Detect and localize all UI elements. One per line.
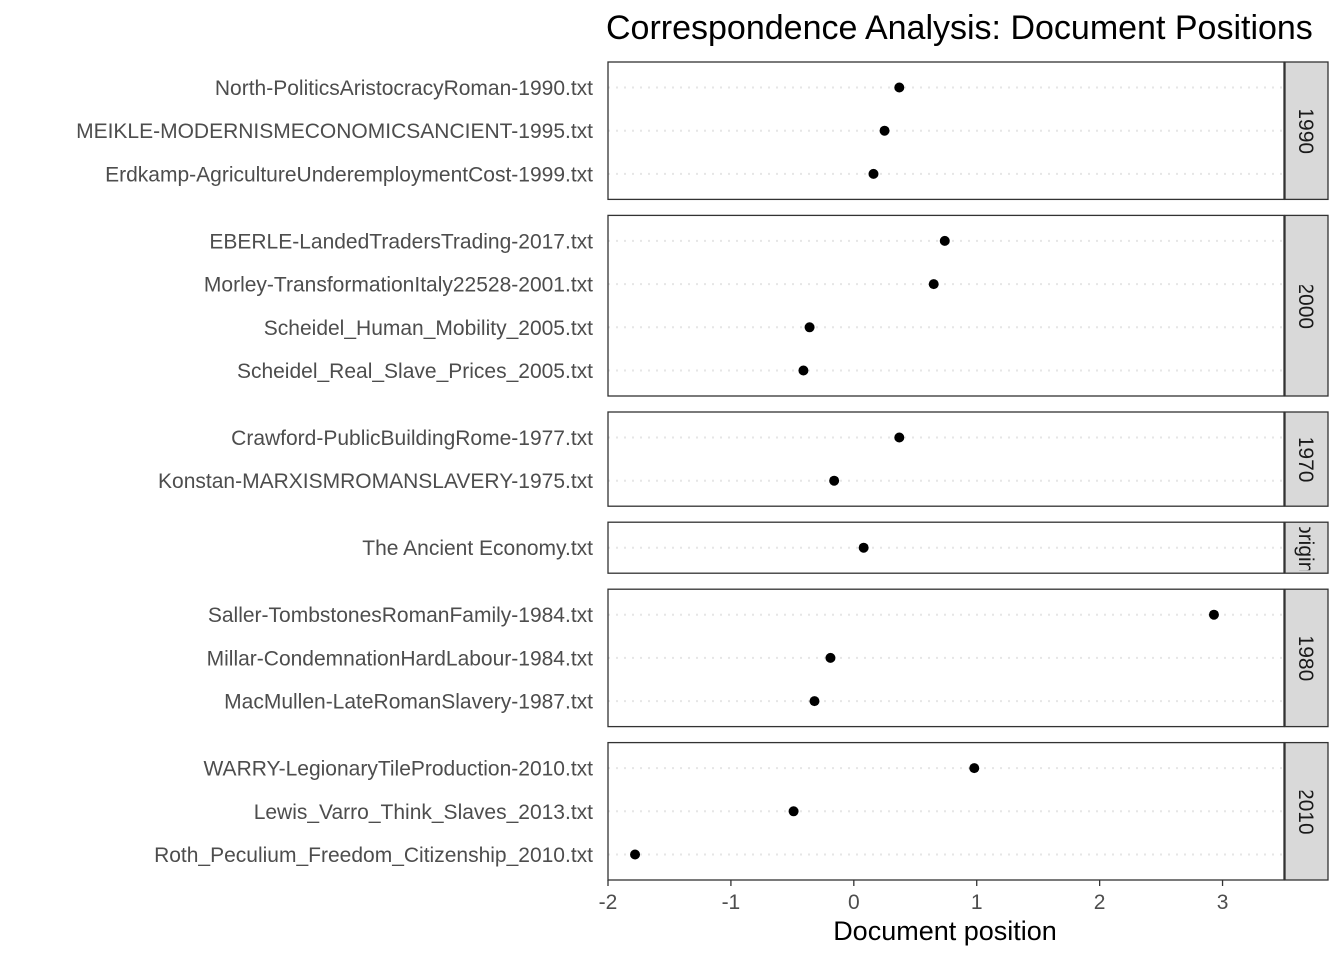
document-label: Konstan-MARXISMROMANSLAVERY-1975.txt [158,470,593,493]
document-point [1208,609,1219,620]
document-point [928,279,939,290]
document-label: Millar-CondemnationHardLabour-1984.txt [207,647,594,670]
document-point [969,763,980,774]
panel-border [607,741,1285,881]
facet-panels: North-PoliticsAristocracyRoman-1990.txt M… [76,61,1329,881]
document-point [788,806,799,817]
document-point [630,849,641,860]
document-point [804,322,815,333]
document-point [879,125,890,136]
facet-strip-label: 2010 [1294,788,1317,835]
x-tick-label: 3 [1217,891,1229,914]
document-label: Scheidel_Human_Mobility_2005.txt [264,317,593,340]
document-point [894,82,905,93]
document-label: EBERLE-LandedTradersTrading-2017.txt [209,230,593,253]
panel-border [607,61,1285,201]
x-axis: -2 -1 0 1 2 3 [599,880,1229,914]
facet-strip [1284,214,1329,397]
document-label: The Ancient Economy.txt [362,537,593,560]
facet-panel: North-PoliticsAristocracyRoman-1990.txt M… [76,61,1329,201]
document-point [868,168,879,179]
facet-strip [1284,61,1329,201]
document-point [894,432,905,443]
panel-border [607,214,1285,397]
panel-border [607,588,1285,728]
document-point [939,235,950,246]
facet-strip [1284,521,1329,574]
facet-strip [1284,411,1329,507]
document-point [858,542,869,553]
facet-strip [1284,588,1329,728]
facet-panel: WARRY-LegionaryTileProduction-2010.txt Le… [154,741,1329,881]
x-axis-title: Document position [833,916,1057,946]
facet-strip-label: 1990 [1294,107,1317,154]
document-label: Roth_Peculium_Freedom_Citizenship_2010.t… [154,844,593,867]
document-label: WARRY-LegionaryTileProduction-2010.txt [204,758,594,781]
document-label: Saller-TombstonesRomanFamily-1984.txt [208,604,593,627]
x-tick-label: 1 [971,891,983,914]
document-label: North-PoliticsAristocracyRoman-1990.txt [215,77,593,100]
facet-strip-label: 1980 [1294,635,1317,682]
document-label: Crawford-PublicBuildingRome-1977.txt [231,427,593,450]
panel-border [607,411,1285,507]
document-point [809,696,820,707]
document-label: Morley-TransformationItaly22528-2001.txt [204,274,593,297]
facet-strip [1284,741,1329,881]
facet-strip-label: 1970 [1294,436,1317,483]
x-tick-label: 2 [1094,891,1106,914]
x-tick-label: -1 [722,891,741,914]
panel-border [607,521,1285,574]
facet-strip-label: origin [1294,522,1317,573]
facet-strip-label: 2000 [1294,282,1317,329]
document-point [825,652,836,663]
facet-panel: Crawford-PublicBuildingRome-1977.txt Kons… [158,411,1329,507]
document-label: Erdkamp-AgricultureUnderemploymentCost-1… [105,163,593,186]
chart-title: Correspondence Analysis: Document Positi… [606,9,1313,47]
document-label: MacMullen-LateRomanSlavery-1987.txt [224,691,593,714]
document-label: Scheidel_Real_Slave_Prices_2005.txt [237,360,593,383]
facet-panel: EBERLE-LandedTradersTrading-2017.txt Morl… [204,214,1329,397]
document-label: MEIKLE-MODERNISMECONOMICSANCIENT-1995.tx… [76,120,593,143]
facet-panel: The Ancient Economy.txt origin [362,521,1329,574]
x-tick-label: 0 [848,891,860,914]
facet-panel: Saller-TombstonesRomanFamily-1984.txt Mil… [207,588,1329,728]
document-point [829,475,840,486]
document-label: Lewis_Varro_Think_Slaves_2013.txt [254,801,593,824]
x-tick-label: -2 [599,891,618,914]
document-point [798,365,809,376]
